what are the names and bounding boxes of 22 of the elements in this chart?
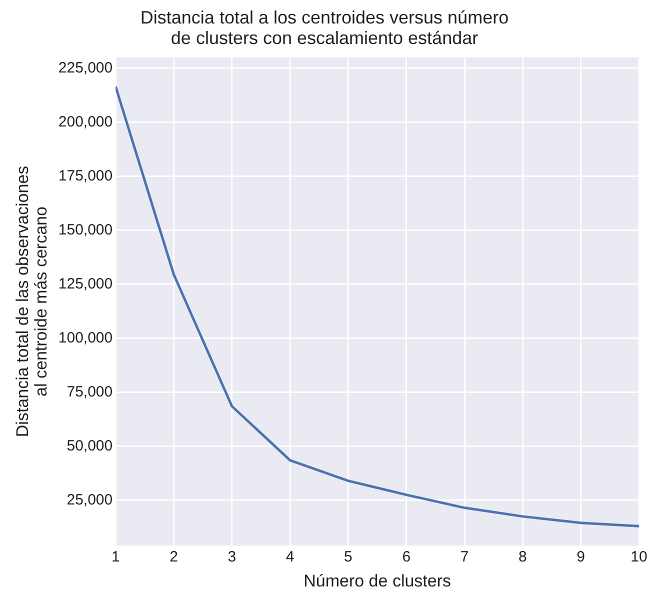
y-tick-label: 75,000	[66, 383, 113, 400]
x-tick-label: 3	[228, 548, 236, 566]
x-tick-label: 6	[402, 548, 411, 566]
x-tick-label: 5	[344, 548, 352, 566]
y-axis-title: Distancia total de las observaciones al centroide más cercano	[13, 166, 51, 438]
y-tick-label: 125,000	[58, 275, 113, 292]
x-tick-label: 2	[170, 548, 178, 566]
x-tick-label: 10	[630, 548, 648, 566]
chart-title: Distancia total a los centroides versus número de clusters con escalamiento estándar	[140, 7, 509, 48]
x-tick-label: 7	[460, 548, 469, 566]
y-tick-label: 175,000	[58, 167, 113, 184]
y-tick-label: 100,000	[58, 329, 113, 346]
y-tick-label: 25,000	[66, 491, 113, 508]
x-axis-title: Número de clusters	[304, 571, 452, 590]
x-tick-label: 9	[576, 548, 586, 566]
y-tick-label: 50,000	[66, 437, 113, 454]
y-tick-label: 150,000	[58, 221, 113, 238]
x-tick-label: 4	[286, 548, 294, 566]
x-tick-label: 1	[111, 548, 120, 566]
x-tick-label: 8	[518, 548, 527, 566]
y-tick-label: 200,000	[58, 113, 113, 130]
y-tick-label: 225,000	[58, 59, 113, 76]
